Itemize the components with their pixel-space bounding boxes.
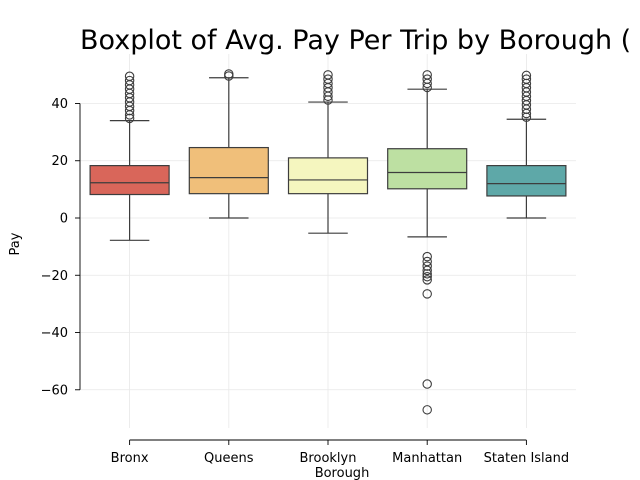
outlier-point — [124, 113, 135, 124]
box-group-queens — [188, 69, 269, 219]
outlier-point — [422, 269, 432, 279]
x-tick-label: Brooklyn — [300, 451, 357, 466]
outlier-point — [422, 379, 432, 389]
outlier-point — [521, 70, 532, 81]
box — [89, 165, 170, 196]
outlier-point — [422, 405, 432, 415]
outlier-point — [323, 70, 333, 80]
outlier-point — [323, 74, 333, 84]
outlier-point — [224, 69, 234, 79]
x-tick-label: Queens — [204, 451, 254, 466]
outlier-point — [422, 271, 432, 282]
outlier-point — [422, 265, 432, 276]
box — [287, 157, 369, 195]
outlier-point — [422, 251, 432, 262]
outlier-point — [422, 74, 432, 84]
y-tick-label: −20 — [41, 269, 68, 284]
x-tick-label: Bronx — [111, 451, 149, 466]
x-axis-label: Borough — [315, 466, 370, 480]
chart-title: Boxplot of Avg. Pay Per Trip by Borough … — [80, 25, 631, 56]
outlier-point — [422, 70, 432, 80]
outlier-point — [422, 275, 432, 285]
y-tick-label: 0 — [60, 212, 68, 227]
x-tick-label: Manhattan — [392, 451, 462, 466]
x-tick-label: Staten Island — [484, 451, 569, 466]
y-tick-label: 40 — [51, 97, 68, 112]
box — [387, 148, 468, 190]
box-group-manhattan — [387, 70, 468, 415]
outlier-point — [124, 71, 135, 82]
boxes-layer — [89, 69, 567, 415]
box-group-staten-island — [486, 70, 567, 219]
box — [486, 165, 567, 197]
axes-layer: 40 20 0 −20 −40 −60 Bronx Queens Brooklyn Manhatt… — [41, 97, 570, 466]
grid-layer — [80, 54, 576, 428]
outlier-point — [422, 289, 432, 299]
y-tick-label: −60 — [41, 383, 68, 398]
y-tick-label: −40 — [41, 326, 68, 341]
y-tick-label: 20 — [51, 154, 68, 169]
box — [188, 146, 269, 195]
outlier-point — [124, 75, 135, 86]
outlier-point — [521, 74, 532, 84]
box-group-bronx — [89, 71, 170, 241]
box-group-brooklyn — [287, 70, 369, 234]
outlier-point — [422, 261, 432, 271]
y-axis-label: Pay — [8, 232, 23, 255]
